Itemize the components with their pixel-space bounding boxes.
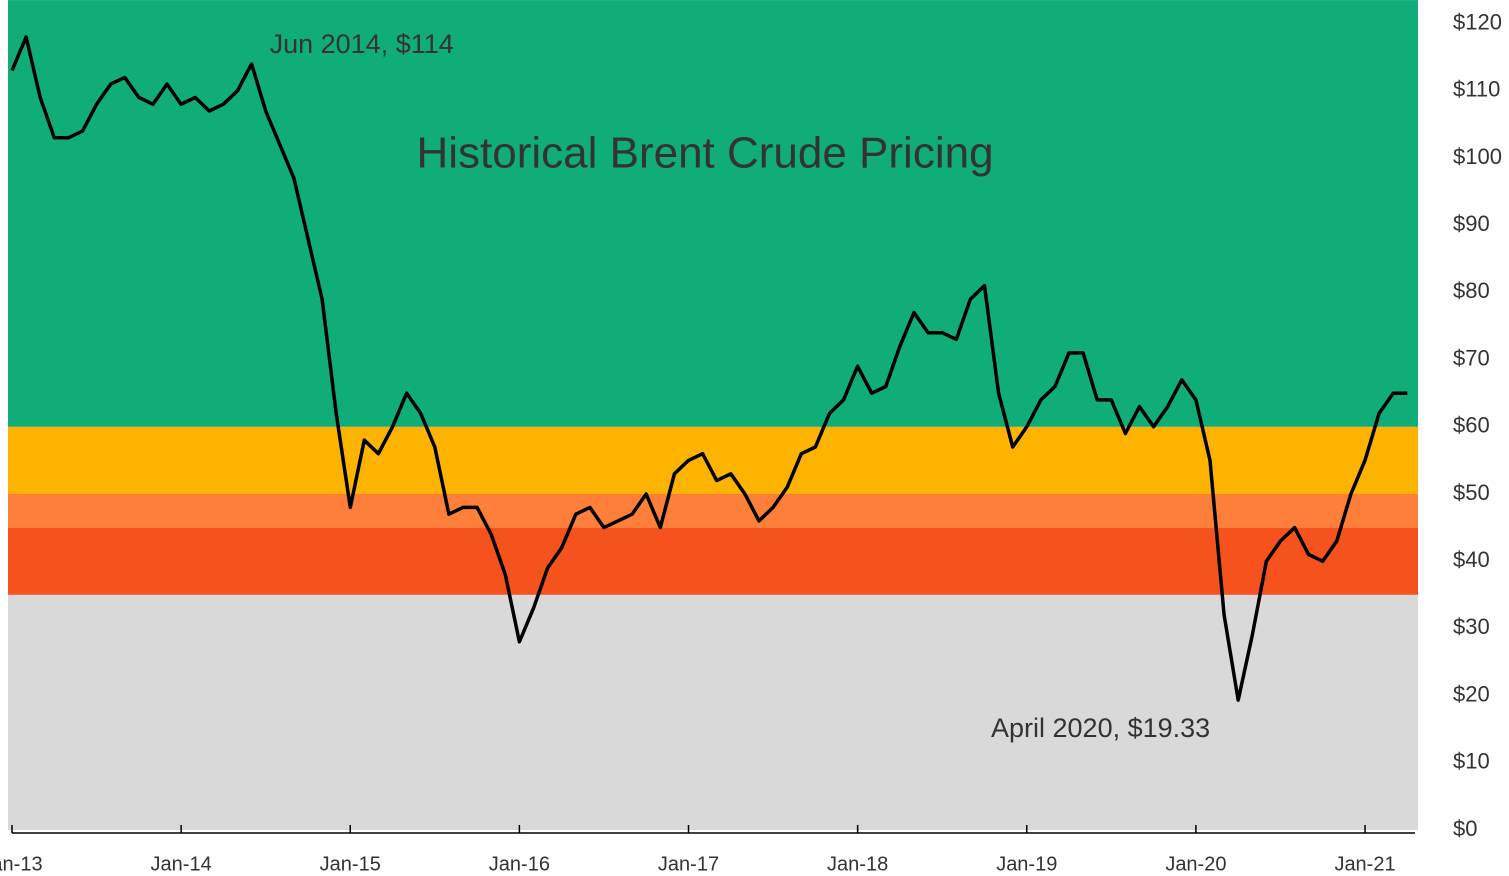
x-tick-label: Jan-21: [1334, 853, 1395, 875]
band: [8, 0, 1418, 427]
y-tick-label: $0: [1453, 816, 1477, 841]
annotation: Jun 2014, $114: [270, 29, 454, 59]
y-tick-label: $40: [1453, 547, 1490, 572]
x-tick-label: Jan-18: [827, 853, 888, 875]
y-tick-label: $10: [1453, 749, 1490, 774]
y-tick-label: $80: [1453, 278, 1490, 303]
x-tick-label: Jan-17: [658, 853, 719, 875]
x-tick-label: Jan-14: [151, 853, 212, 875]
y-tick-label: $70: [1453, 345, 1490, 370]
x-tick-label: Jan-16: [489, 853, 550, 875]
y-tick-label: $100: [1453, 144, 1502, 169]
bands: [8, 0, 1418, 830]
chart-title: Historical Brent Crude Pricing: [416, 129, 993, 178]
y-tick-label: $90: [1453, 211, 1490, 236]
band: [8, 494, 1418, 528]
price-line: [10, 35, 1408, 702]
x-tick-label: Jan-13: [0, 853, 43, 875]
x-tick-label: Jan-20: [1165, 853, 1226, 875]
annotation: April 2020, $19.33: [991, 713, 1210, 743]
y-tick-label: $120: [1453, 9, 1502, 34]
y-tick-label: $30: [1453, 614, 1490, 639]
y-tick-label: $50: [1453, 480, 1490, 505]
x-tick-label: Jan-19: [996, 853, 1057, 875]
y-tick-label: $60: [1453, 413, 1490, 438]
band: [8, 594, 1418, 830]
y-tick-label: $110: [1453, 77, 1500, 102]
band: [8, 426, 1418, 494]
y-tick-label: $20: [1453, 681, 1490, 706]
band: [8, 527, 1418, 595]
x-tick-label: Jan-15: [320, 853, 381, 875]
